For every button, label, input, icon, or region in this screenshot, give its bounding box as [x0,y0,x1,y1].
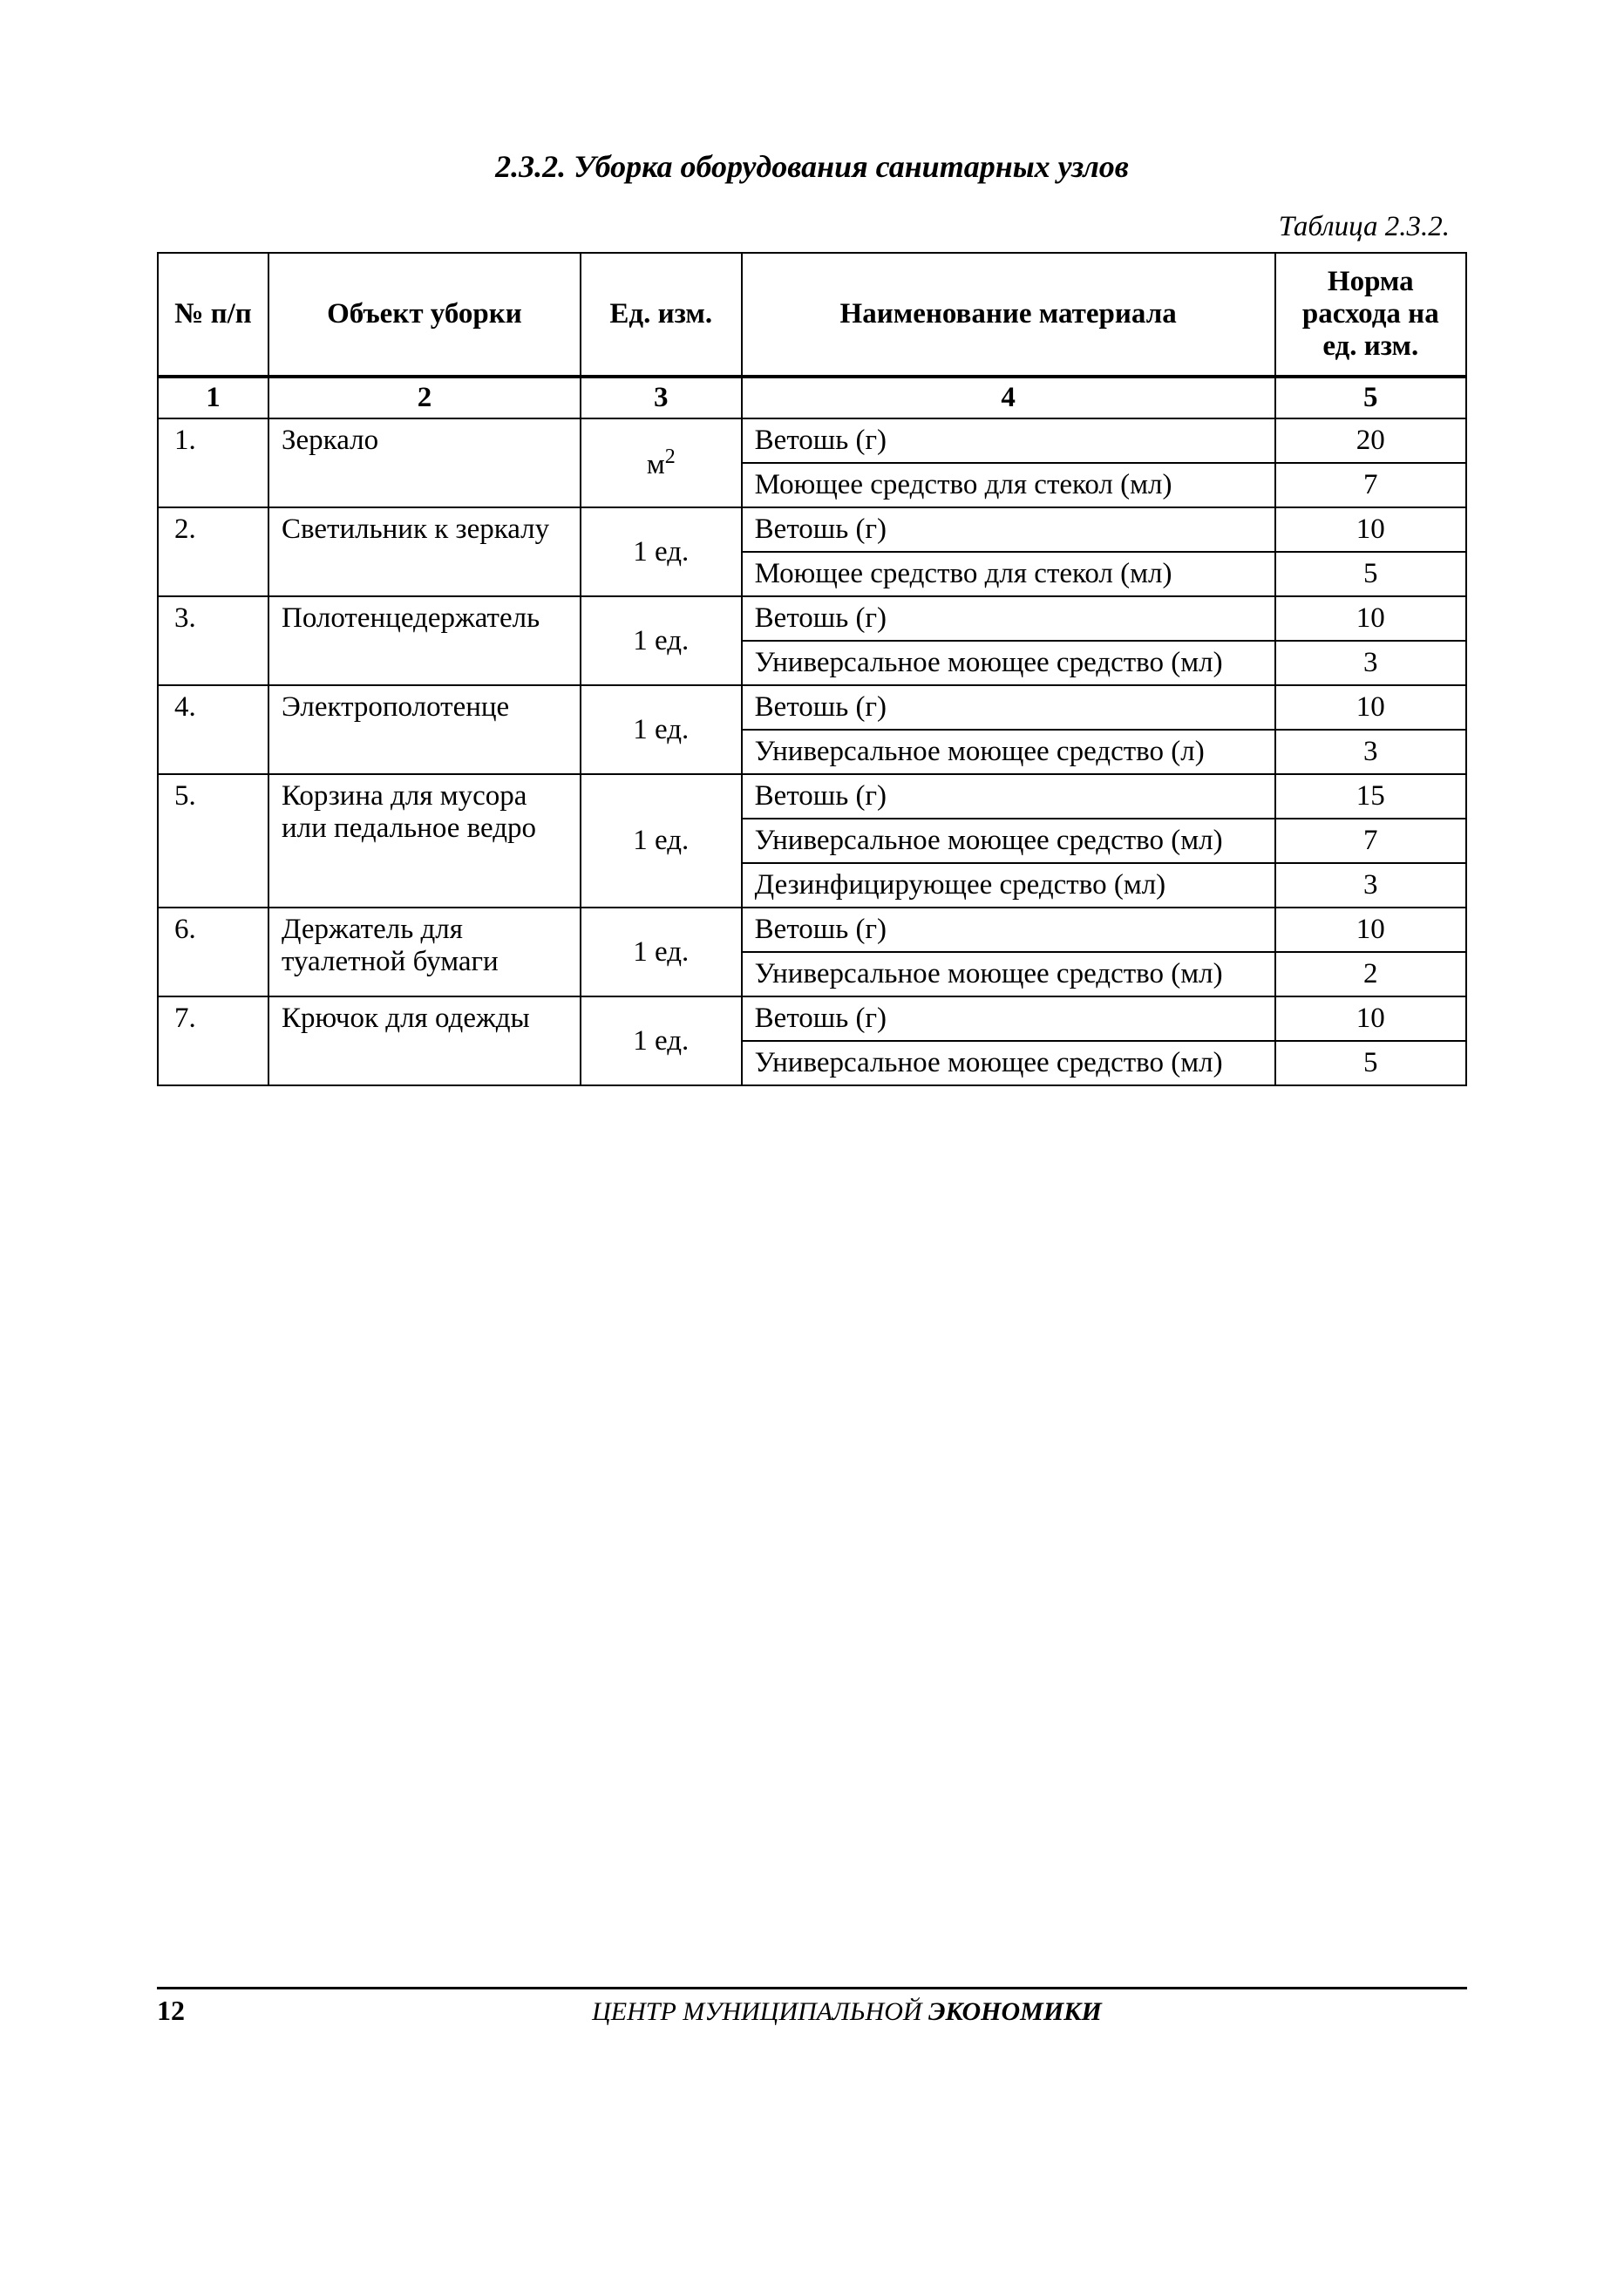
material-cell: Универсальное моющее средство (мл) [742,952,1275,996]
material-cell: Ветошь (г) [742,685,1275,730]
page-footer: 12 ЦЕНТР МУНИЦИПАЛЬНОЙ ЭКОНОМИКИ [157,1987,1467,2027]
material-cell: Универсальное моющее средство (мл) [742,819,1275,863]
material-cell: Универсальное моющее средство (мл) [742,1041,1275,1085]
col-header-num: № п/п [158,253,268,377]
norm-cell: 3 [1275,730,1466,774]
num-col-1: 1 [158,377,268,418]
row-number: 6. [158,908,268,996]
page-container: 2.3.2. Уборка оборудования санитарных уз… [0,0,1624,2271]
norm-cell: 20 [1275,418,1466,463]
row-number: 1. [158,418,268,507]
object-cell: Полотенцедер­жатель [268,596,581,685]
norm-cell: 5 [1275,1041,1466,1085]
material-cell: Универсальное моющее средство (мл) [742,641,1275,685]
norm-cell: 3 [1275,863,1466,908]
object-cell: Электрополо­тенце [268,685,581,774]
table-row: 6.Держатель для туалетной бу­маги1 ед.Ве… [158,908,1466,952]
num-col-3: 3 [581,377,742,418]
table-row: 4.Электрополо­тенце1 ед.Ветошь (г)10 [158,685,1466,730]
norm-cell: 7 [1275,463,1466,507]
norm-cell: 10 [1275,996,1466,1041]
col-header-unit: Ед. изм. [581,253,742,377]
material-cell: Ветошь (г) [742,418,1275,463]
row-number: 2. [158,507,268,596]
material-cell: Дезинфицирующее средство (мл) [742,863,1275,908]
num-col-5: 5 [1275,377,1466,418]
material-cell: Универсальное моющее средство (л) [742,730,1275,774]
header-row: № п/п Объект уборки Ед. изм. Наименовани… [158,253,1466,377]
section-title: 2.3.2. Уборка оборудования санитарных уз… [157,148,1467,185]
footer-bold: ЭКОНОМИКИ [922,1997,1102,2026]
table-row: 7.Крючок для одежды1 ед.Ветошь (г)10 [158,996,1466,1041]
unit-cell: 1 ед. [581,996,742,1085]
material-cell: Ветошь (г) [742,507,1275,552]
material-cell: Ветошь (г) [742,774,1275,819]
row-number: 4. [158,685,268,774]
norm-cell: 10 [1275,908,1466,952]
table-row: 1.Зеркалом2Ветошь (г)20 [158,418,1466,463]
col-header-mat: Наименование материала [742,253,1275,377]
unit-cell: 1 ед. [581,507,742,596]
norm-cell: 10 [1275,596,1466,641]
norm-cell: 3 [1275,641,1466,685]
footer-prefix: ЦЕНТР МУНИЦИПАЛЬНОЙ [592,1997,921,2026]
num-col-2: 2 [268,377,581,418]
table-label: Таблица 2.3.2. [157,211,1467,243]
unit-cell: 1 ед. [581,685,742,774]
col-header-obj: Объект уборки [268,253,581,377]
num-col-4: 4 [742,377,1275,418]
table-row: 3.Полотенцедер­жатель1 ед.Ветошь (г)10 [158,596,1466,641]
object-cell: Крючок для одежды [268,996,581,1085]
material-cell: Ветошь (г) [742,908,1275,952]
page-number: 12 [157,1995,227,2027]
col-header-norm: Норма расхода на ед. изм. [1275,253,1466,377]
material-cell: Ветошь (г) [742,596,1275,641]
data-table: № п/п Объект уборки Ед. изм. Наименовани… [157,252,1467,1086]
unit-cell: м2 [581,418,742,507]
object-cell: Зеркало [268,418,581,507]
norm-cell: 10 [1275,685,1466,730]
unit-cell: 1 ед. [581,908,742,996]
object-cell: Светильник к зеркалу [268,507,581,596]
table-row: 5.Корзина для мусора или пе­дальное ведр… [158,774,1466,819]
table-row: 2.Светильник к зеркалу1 ед.Ветошь (г)10 [158,507,1466,552]
material-cell: Моющее средство для стекол (мл) [742,552,1275,596]
footer-text: ЦЕНТР МУНИЦИПАЛЬНОЙ ЭКОНОМИКИ [227,1997,1467,2027]
norm-cell: 7 [1275,819,1466,863]
unit-cell: 1 ед. [581,596,742,685]
norm-cell: 2 [1275,952,1466,996]
material-cell: Моющее средство для стекол (мл) [742,463,1275,507]
norm-cell: 15 [1275,774,1466,819]
unit-cell: 1 ед. [581,774,742,908]
row-number: 3. [158,596,268,685]
object-cell: Корзина для мусора или пе­дальное ведро [268,774,581,908]
number-row: 1 2 3 4 5 [158,377,1466,418]
object-cell: Держатель для туалетной бу­маги [268,908,581,996]
norm-cell: 5 [1275,552,1466,596]
row-number: 7. [158,996,268,1085]
row-number: 5. [158,774,268,908]
norm-cell: 10 [1275,507,1466,552]
material-cell: Ветошь (г) [742,996,1275,1041]
